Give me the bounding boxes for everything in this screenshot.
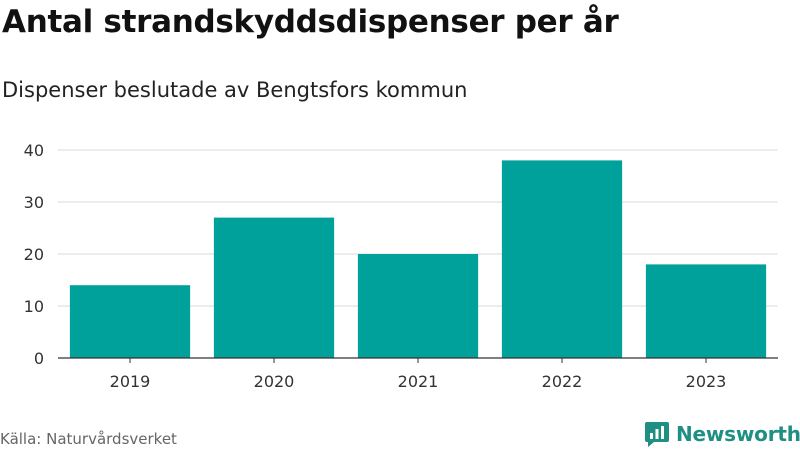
- x-tick-label: 2019: [110, 372, 151, 391]
- chart-title: Antal strandskyddsdispenser per år: [2, 4, 619, 40]
- y-axis-labels: 0 10 20 30 40: [24, 141, 44, 368]
- chart-subtitle: Dispenser beslutade av Bengtsfors kommun: [2, 78, 468, 102]
- x-axis-labels: 2019 2020 2021 2022 2023: [110, 358, 727, 391]
- x-tick-label: 2021: [398, 372, 439, 391]
- brand-logo: Newsworthy: [644, 419, 800, 449]
- bar-2022: [501, 160, 623, 358]
- brand-name: Newsworthy: [676, 422, 800, 446]
- bar-chart: 0 10 20 30 40 2019 2020 2021 2022 2023: [24, 141, 778, 391]
- y-tick-label: 40: [24, 141, 44, 160]
- bar-2023: [645, 264, 767, 358]
- bars: [69, 160, 767, 358]
- y-tick-label: 10: [24, 297, 44, 316]
- y-tick-label: 20: [24, 245, 44, 264]
- bar-2021: [357, 254, 479, 358]
- x-tick-label: 2023: [686, 372, 727, 391]
- x-tick-label: 2020: [254, 372, 295, 391]
- y-tick-label: 0: [34, 349, 44, 368]
- bar-2020: [213, 217, 335, 358]
- source-note: Källa: Naturvårdsverket: [0, 430, 177, 448]
- y-tick-label: 30: [24, 193, 44, 212]
- x-tick-label: 2022: [542, 372, 583, 391]
- bar-2019: [69, 285, 191, 358]
- newsworthy-logo-icon: [645, 422, 669, 447]
